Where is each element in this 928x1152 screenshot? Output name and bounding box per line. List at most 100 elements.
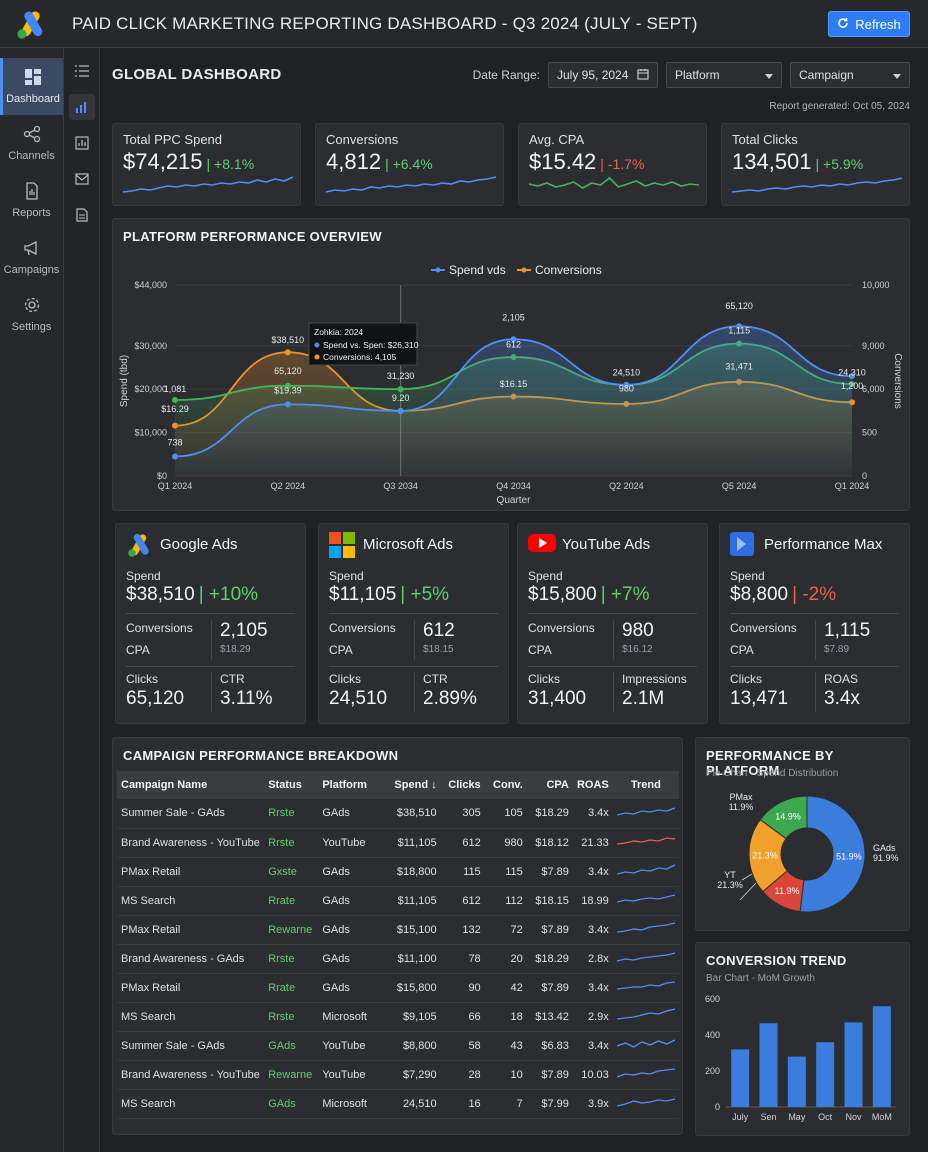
nav-item-channels[interactable]: Channels <box>0 115 63 172</box>
table-cell-cpa: $7.89 <box>526 915 573 945</box>
gear-icon <box>23 296 41 317</box>
table-row[interactable]: Summer Sale - GAds GAds YouTube $8,800 58 43 $… <box>117 1031 679 1061</box>
data-point[interactable] <box>172 453 178 460</box>
clicks-value: 13,471 <box>730 688 789 709</box>
overview-chart[interactable]: $0 0 $10,000 500 $20,000 6,000 $30,000 9,000 $44… <box>113 219 909 510</box>
platform-card[interactable]: Google Ads Spend $38,510 | +10% Conversions C… <box>115 523 306 724</box>
table-cell-clicks: 66 <box>440 1002 485 1032</box>
document-icon[interactable] <box>69 202 95 228</box>
table-cell-trend <box>612 944 679 974</box>
data-point[interactable] <box>849 373 855 380</box>
bar[interactable] <box>816 1042 835 1107</box>
tooltip-line1: Spend vs. Spen: $26,310 <box>323 340 419 350</box>
cpa-label: CPA <box>730 643 754 657</box>
nav-item-settings[interactable]: Settings <box>0 286 63 343</box>
table-row[interactable]: MS Search Rrste Microsoft $9,105 66 18 $13.42 2… <box>117 1002 679 1032</box>
y-tick-label: 600 <box>705 994 720 1004</box>
table-cell-conv: 43 <box>484 1031 527 1061</box>
column-header[interactable]: Campaign Name <box>117 771 265 799</box>
data-point[interactable] <box>623 381 630 388</box>
pie-chart[interactable]: 51.9%11.9%21.3%14.9%GAds91.9%PMax11.9%YT… <box>696 782 909 932</box>
data-point[interactable] <box>736 323 743 330</box>
kpi-card[interactable]: Total Clicks 134,501 | +5.9% <box>721 123 910 206</box>
bar[interactable] <box>872 1006 891 1107</box>
column-header[interactable]: Trend <box>612 771 679 799</box>
bar[interactable] <box>759 1023 778 1107</box>
legend-label: Spend vds <box>449 263 506 277</box>
extra-metric-label: Impressions <box>622 672 687 686</box>
column-header[interactable]: CPA <box>526 771 573 799</box>
kpi-label: Avg. CPA <box>529 132 585 147</box>
nav-item-reports[interactable]: Reports <box>0 172 63 229</box>
table-cell-roas: 2.9x <box>572 1002 613 1032</box>
table-row[interactable]: Brand Awareness - GAds Rrste GAds $11,100 78… <box>117 944 679 974</box>
table-cell-cpa: $18.12 <box>526 828 573 858</box>
column-header[interactable]: Status <box>264 771 319 799</box>
share-icon <box>23 125 41 146</box>
trend-sparkline <box>616 1068 675 1078</box>
table-row[interactable]: Brand Awareness - YouTube Rewarne YouTube $… <box>117 1060 679 1090</box>
table-row[interactable]: MS Search Rrate GAds $11,105 612 112 $18.15 18.… <box>117 886 679 916</box>
campaign-select[interactable]: Campaign <box>790 62 910 88</box>
platform-card[interactable]: Microsoft Ads Spend $11,105 | +5% Conversion… <box>318 523 509 724</box>
nav-item-campaigns[interactable]: Campaigns <box>0 229 63 286</box>
data-point[interactable] <box>284 401 291 408</box>
nav-item-dashboard[interactable]: Dashboard <box>0 58 63 115</box>
kpi-card[interactable]: Conversions 4,812 | +6.4% <box>315 123 504 206</box>
data-point[interactable] <box>284 349 291 356</box>
clicks-label: Clicks <box>528 672 560 686</box>
conversion-trend-chart[interactable]: 0 200 400 600 July Sen May Oct Nov MoM <box>696 987 909 1137</box>
table-cell-name: Brand Awareness - GAds <box>117 944 265 974</box>
date-range-picker[interactable]: July 95, 2024 <box>548 62 658 88</box>
table-cell-name: PMax Retail <box>117 973 265 1003</box>
pie-outer-label: YT <box>724 870 736 880</box>
spend-value: $38,510 | +10% <box>126 584 258 606</box>
data-point[interactable] <box>397 407 404 414</box>
refresh-button[interactable]: Refresh <box>828 11 910 37</box>
pie-slice[interactable] <box>799 795 866 913</box>
column-header[interactable]: Conv. <box>484 771 527 799</box>
column-header[interactable]: Platform <box>318 771 381 799</box>
pie-slice[interactable] <box>759 795 808 840</box>
kpi-value: 134,501 | +5.9% <box>732 149 863 175</box>
column-header[interactable]: ROAS <box>572 771 613 799</box>
table-cell-platform: Microsoft <box>318 1089 381 1119</box>
table-cell-roas: 18.99 <box>572 886 613 916</box>
table-cell-clicks: 115 <box>440 857 485 887</box>
table-cell-clicks: 305 <box>440 799 485 829</box>
analytics-icon[interactable] <box>69 130 95 156</box>
platform-select[interactable]: Platform <box>666 62 782 88</box>
kpi-value: $74,215 | +8.1% <box>123 149 254 175</box>
list-icon[interactable] <box>69 58 95 84</box>
table-row[interactable]: PMax Retail Gxste GAds $18,800 115 115 $7.89 3.… <box>117 857 679 887</box>
refresh-label: Refresh <box>855 16 901 32</box>
platform-card[interactable]: Performance Max Spend $8,800 | -2% Conversio… <box>719 523 910 724</box>
column-header[interactable]: Spend ↓ <box>380 771 441 799</box>
table-row[interactable]: Brand Awareness - YouTube Rrste YouTube $11… <box>117 828 679 858</box>
bar[interactable] <box>731 1049 750 1107</box>
data-point[interactable] <box>397 386 404 393</box>
table-cell-conv: 42 <box>484 973 527 1003</box>
table-row[interactable]: Summer Sale - GAds Rrste GAds $38,510 305 105… <box>117 799 679 829</box>
column-header[interactable]: Clicks <box>440 771 485 799</box>
platform-card[interactable]: YouTube Ads Spend $15,800 | +7% Conversions C… <box>517 523 708 724</box>
series-area <box>175 326 852 476</box>
bar[interactable] <box>844 1022 863 1107</box>
kpi-card[interactable]: Total PPC Spend $74,215 | +8.1% <box>112 123 301 206</box>
data-point[interactable] <box>284 382 291 389</box>
data-point[interactable] <box>172 397 178 404</box>
bar[interactable] <box>787 1056 806 1107</box>
table-row[interactable]: MS Search GAds Microsoft 24,510 16 7 $7.99 3.9x <box>117 1089 679 1119</box>
y2-axis-label: Conversions <box>892 353 903 409</box>
bar-chart-icon[interactable] <box>69 94 95 120</box>
trend-sparkline <box>616 922 676 933</box>
mail-icon[interactable] <box>69 166 95 192</box>
data-point[interactable] <box>510 336 517 343</box>
kpi-card[interactable]: Avg. CPA $15.42 | -1.7% <box>518 123 707 206</box>
nav-label-channels: Channels <box>8 150 55 162</box>
conversions-value: 612 <box>423 620 455 641</box>
conversions-label: Conversions <box>126 621 193 635</box>
google-ads-logo-icon[interactable] <box>0 0 64 48</box>
table-row[interactable]: PMax Retail Rewarne GAds $15,100 132 72 $7.89 3… <box>117 915 679 945</box>
table-row[interactable]: PMax Retail Rrate GAds $15,800 90 42 $7.89 3.4x <box>117 973 679 1003</box>
